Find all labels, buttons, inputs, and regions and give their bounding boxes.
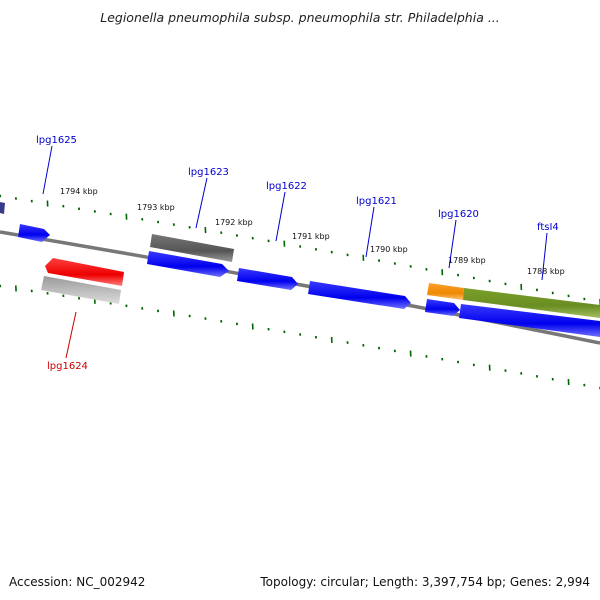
accession-text: Accession: NC_002942 <box>9 575 146 589</box>
gene-label-lpg1625[interactable]: lpg1625 <box>36 135 77 146</box>
gene-arrow-plus[interactable] <box>459 304 600 337</box>
backbone-line <box>0 230 600 345</box>
outer-tick-track <box>0 194 600 306</box>
gene-label-lpg1624[interactable]: lpg1624 <box>47 361 88 372</box>
label-leader <box>365 206 375 258</box>
gene-label-lpg1621[interactable]: lpg1621 <box>356 196 397 207</box>
gene-arrow-plus[interactable] <box>237 268 298 290</box>
scale-label: 1788 kbp <box>527 267 565 276</box>
label-leader <box>541 232 548 281</box>
feature-dark-gray[interactable] <box>150 234 234 262</box>
feature-orange[interactable] <box>427 283 464 300</box>
gene-arrow-minus[interactable] <box>45 258 124 286</box>
gene-label-lpg1620[interactable]: lpg1620 <box>438 209 479 220</box>
gene-labels: lpg1625 lpg1623 lpg1622 lpg1621 lpg1620 … <box>36 135 559 372</box>
label-leader <box>448 219 457 269</box>
gene-arrow-plus[interactable] <box>18 224 50 242</box>
scale-labels: 1794 kbp 1793 kbp 1792 kbp 1791 kbp 1790… <box>60 187 565 276</box>
scale-label: 1790 kbp <box>370 245 408 254</box>
gene-label-lpg1623[interactable]: lpg1623 <box>188 167 229 178</box>
gene-arrow-plus[interactable] <box>308 281 411 309</box>
scale-label: 1793 kbp <box>137 203 175 212</box>
map-title: Legionella pneumophila subsp. pneumophil… <box>100 10 500 25</box>
scale-label: 1794 kbp <box>60 187 98 196</box>
scale-label: 1792 kbp <box>215 218 253 227</box>
gene-label-lines <box>42 145 548 359</box>
gene-label-lpg1622[interactable]: lpg1622 <box>266 181 307 192</box>
plus-strand-genes <box>18 224 600 337</box>
minus-strand-genes <box>41 258 124 304</box>
genome-stats-text: Topology: circular; Length: 3,397,754 bp… <box>260 575 590 589</box>
gene-label-ftsi4[interactable]: ftsI4 <box>537 222 559 233</box>
label-leader <box>195 177 208 229</box>
gene-arrow-plus[interactable] <box>147 251 229 277</box>
label-leader <box>65 311 77 359</box>
outer-features <box>0 202 600 318</box>
feature-edge-left[interactable] <box>0 202 5 214</box>
feature-olive[interactable] <box>463 288 600 318</box>
gene-arrow-plus[interactable] <box>425 299 460 316</box>
label-leader <box>275 191 286 242</box>
label-leader <box>42 145 53 195</box>
feature-light-gray[interactable] <box>41 276 121 304</box>
scale-label: 1791 kbp <box>292 232 330 241</box>
scale-label: 1789 kbp <box>448 256 486 265</box>
